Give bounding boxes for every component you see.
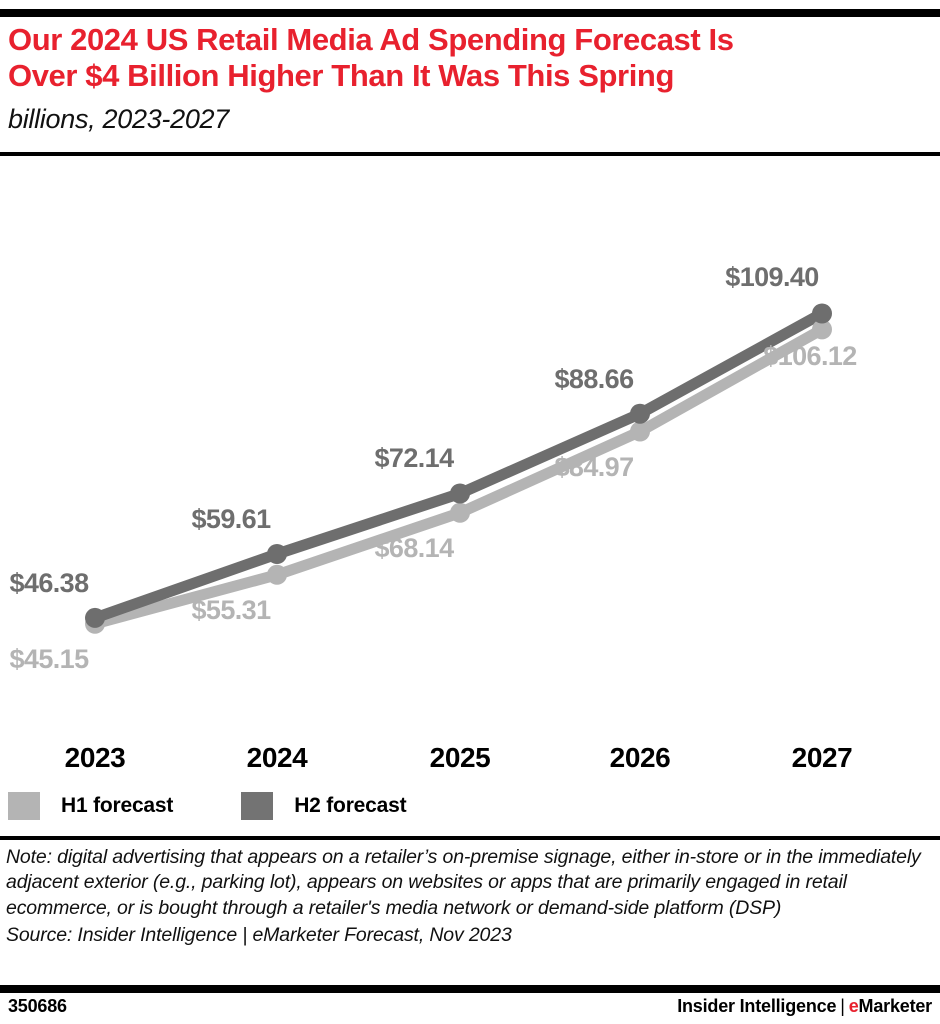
brand-emarketer-e: e <box>848 996 859 1016</box>
x-axis-tick-2024: 2024 <box>246 742 308 773</box>
page-subtitle: billions, 2023-2027 <box>8 103 229 134</box>
value-label-h1-2027: $106.12 <box>763 341 857 372</box>
value-label-h1-2024: $55.31 <box>191 594 272 625</box>
x-axis-labels: 2023 2024 2025 2026 2027 <box>0 742 940 778</box>
x-axis-tick-2025: 2025 <box>429 742 491 773</box>
legend-swatch-h1-icon <box>8 792 40 820</box>
chart-legend: H1 forecast H2 forecast <box>8 790 407 822</box>
value-label-h2-2027: $109.40 <box>725 261 819 292</box>
value-label-h1-2026: $84.97 <box>554 451 635 482</box>
data-point-marker <box>267 544 287 564</box>
x-axis-tick-2027: 2027 <box>791 742 853 773</box>
legend-label-h2: H2 forecast <box>294 794 407 817</box>
data-point-marker <box>630 403 650 424</box>
footer-rule <box>0 985 940 993</box>
chart-plot-area: $46.38 $59.61 $72.14 $88.66 $109.40 $45.15 $55… <box>0 160 940 774</box>
data-point-marker <box>812 319 832 340</box>
legend-item-h2-forecast[interactable]: H2 forecast <box>241 792 407 820</box>
value-label-h2-2025: $72.14 <box>374 443 455 474</box>
source-text: Source: Insider Intelligence | eMarketer… <box>6 924 512 947</box>
data-point-marker <box>812 303 832 324</box>
value-label-h2-2024: $59.61 <box>191 503 272 534</box>
subtitle-rule <box>0 152 940 156</box>
legend-label-h1: H1 forecast <box>61 794 174 817</box>
series-markers-h2-forecast <box>85 303 832 628</box>
data-point-marker <box>85 607 105 628</box>
line-chart-svg <box>85 303 832 634</box>
series-line-h2-forecast <box>89 308 828 624</box>
brand-emarketer-rest: Marketer <box>858 996 933 1016</box>
value-label-h2-2026: $88.66 <box>554 363 635 394</box>
footer: 350686 Insider Intelligence | eMarketer <box>0 996 940 1024</box>
brand-separator: | <box>840 996 845 1016</box>
brand-lockup: Insider Intelligence | eMarketer <box>677 996 932 1017</box>
top-rule <box>0 9 940 17</box>
header: Our 2024 US Retail Media Ad Spending For… <box>8 22 932 135</box>
legend-swatch-h2-icon <box>241 792 274 820</box>
data-point-marker <box>450 502 470 523</box>
data-point-marker <box>630 421 650 442</box>
brand-insider-intelligence: Insider Intelligence <box>677 996 837 1016</box>
x-axis-tick-2026: 2026 <box>609 742 671 773</box>
chart-id: 350686 <box>8 996 67 1016</box>
value-label-h2-2023: $46.38 <box>9 567 90 598</box>
note-rule <box>0 836 940 840</box>
legend-item-h1-forecast[interactable]: H1 forecast <box>8 792 173 820</box>
value-label-h1-2023: $45.15 <box>9 643 90 674</box>
x-axis-tick-2023: 2023 <box>64 742 126 773</box>
note-text: Note: digital advertising that appears o… <box>6 846 921 919</box>
page-title: Our 2024 US Retail Media Ad Spending For… <box>8 22 734 94</box>
data-point-marker <box>267 564 287 585</box>
data-point-marker <box>450 483 470 504</box>
value-label-h1-2025: $68.14 <box>374 532 455 563</box>
note-block: Note: digital advertising that appears o… <box>6 845 926 947</box>
